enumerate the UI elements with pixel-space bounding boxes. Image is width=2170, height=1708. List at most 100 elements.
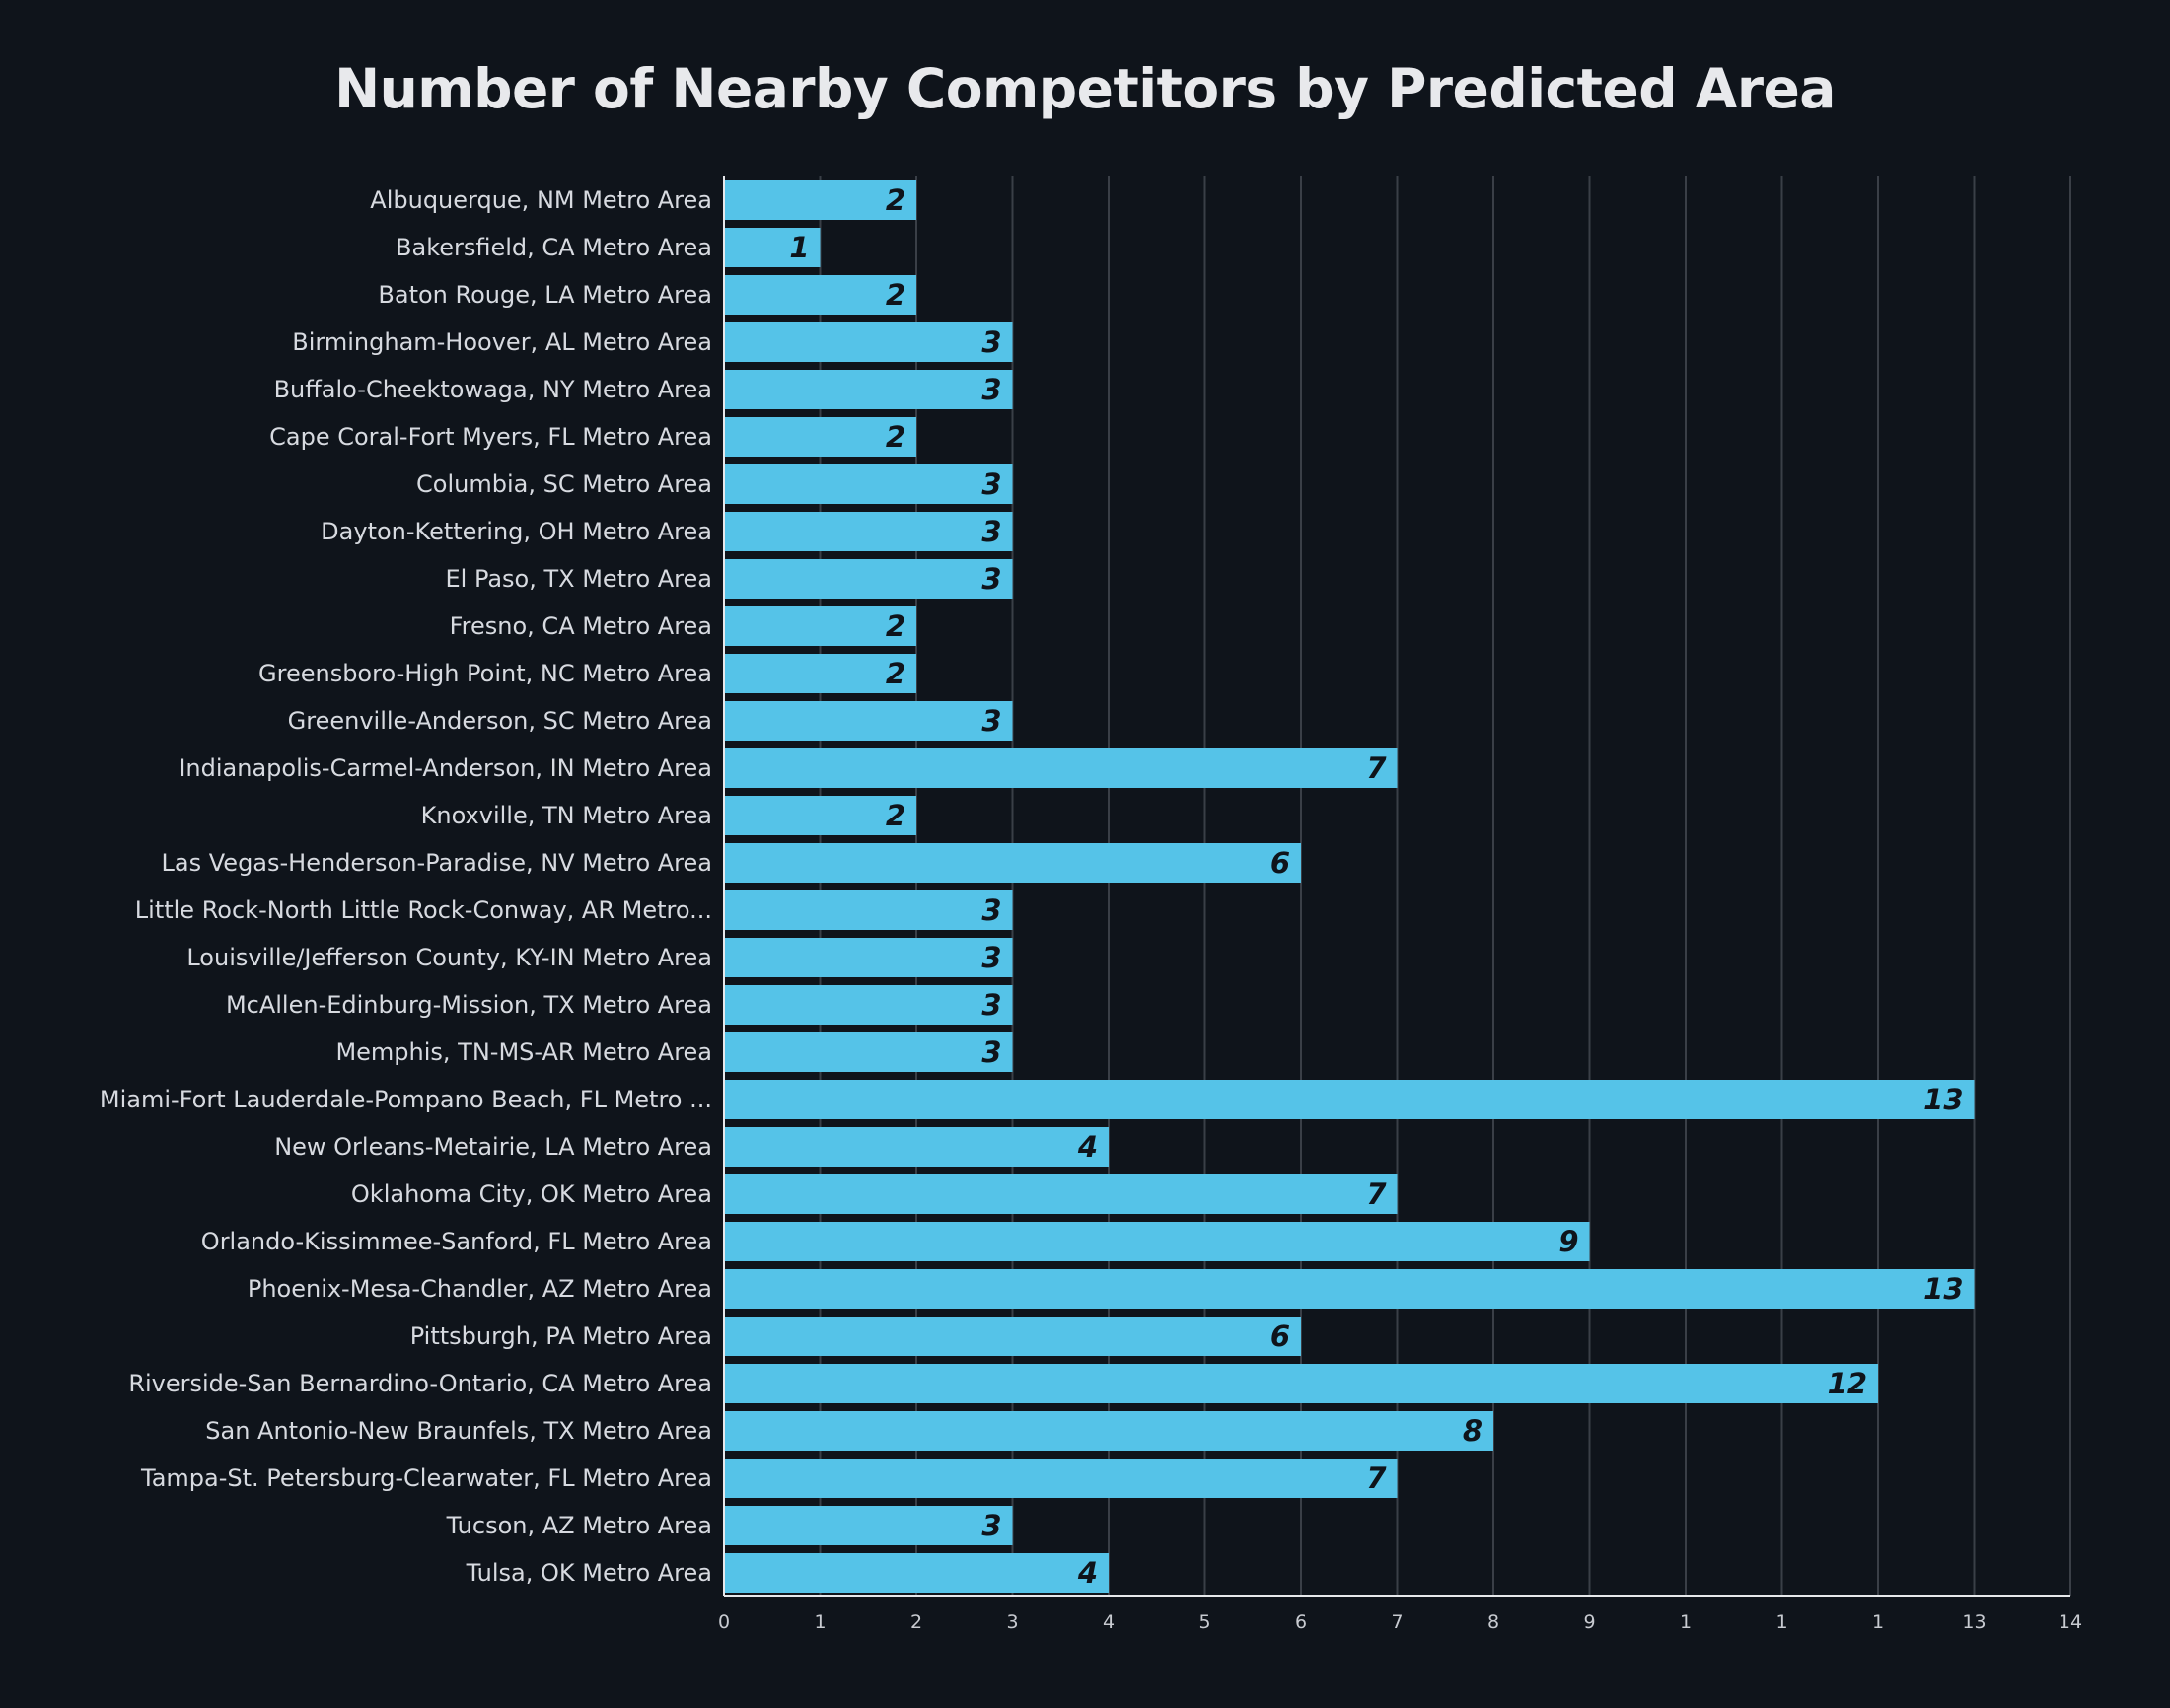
bar-value-label: 3: [981, 704, 1001, 738]
bar: [724, 275, 916, 315]
bar: [724, 1222, 1590, 1261]
category-label: Las Vegas-Henderson-Paradise, NV Metro A…: [162, 849, 712, 877]
bar-value-label: 2: [886, 183, 905, 217]
axes: [723, 176, 2070, 1597]
bar: [724, 1174, 1398, 1214]
category-label: New Orleans-Metairie, LA Metro Area: [274, 1133, 712, 1161]
bar-value-label: 7: [1366, 751, 1387, 785]
bar-value-label: 3: [981, 562, 1001, 596]
bar: [724, 985, 1013, 1025]
bar: [724, 1080, 1975, 1119]
bar-value-label: 2: [886, 657, 905, 690]
x-tick-label: 8: [1487, 1611, 1499, 1633]
bar: [724, 1411, 1493, 1451]
bar-value-label: 13: [1923, 1083, 1963, 1116]
category-labels: Albuquerque, NM Metro Area Bakersfield, C…: [100, 186, 712, 1587]
bar-value-label: 3: [981, 373, 1001, 406]
category-label: El Paso, TX Metro Area: [445, 565, 712, 593]
bar: [724, 1317, 1301, 1356]
category-label: Phoenix-Mesa-Chandler, AZ Metro Area: [248, 1275, 712, 1303]
bar-value-label: 3: [981, 988, 1001, 1022]
category-label: Knoxville, TN Metro Area: [421, 802, 712, 829]
category-label: Tampa-St. Petersburg-Clearwater, FL Metr…: [140, 1464, 712, 1492]
category-label: Miami-Fort Lauderdale-Pompano Beach, FL …: [100, 1086, 712, 1113]
x-tick-label: 1: [814, 1611, 826, 1633]
bar: [724, 180, 916, 220]
x-tick-label: 3: [1006, 1611, 1018, 1633]
x-tick-label: 4: [1103, 1611, 1115, 1633]
bar-value-label: 3: [981, 1509, 1001, 1542]
bar-value-label: 3: [981, 1035, 1001, 1069]
bar: [724, 322, 1013, 362]
bar-value-label: 3: [981, 467, 1001, 501]
bar: [724, 890, 1013, 930]
bar: [724, 1269, 1975, 1309]
bar: [724, 606, 916, 646]
bar-value-label: 3: [981, 325, 1001, 359]
x-tick-label: 5: [1198, 1611, 1210, 1633]
category-label: Louisville/Jefferson County, KY-IN Metro…: [186, 944, 712, 971]
x-tick-label: 1: [1680, 1611, 1692, 1633]
bar-value-label: 4: [1077, 1556, 1098, 1590]
x-tick-label: 14: [2059, 1611, 2082, 1633]
x-tick-label: 2: [910, 1611, 922, 1633]
bar-value-label: 2: [886, 278, 905, 312]
x-tick-label: 9: [1583, 1611, 1595, 1633]
category-label: Orlando-Kissimmee-Sanford, FL Metro Area: [201, 1228, 712, 1255]
category-label: Bakersfield, CA Metro Area: [396, 234, 712, 261]
x-tick-label: 7: [1391, 1611, 1403, 1633]
category-label: McAllen-Edinburg-Mission, TX Metro Area: [226, 991, 712, 1019]
bar: [724, 1506, 1013, 1545]
bar: [724, 559, 1013, 599]
bar: [724, 1127, 1109, 1167]
bar: [724, 796, 916, 835]
category-label: Albuquerque, NM Metro Area: [370, 186, 712, 214]
category-label: Dayton-Kettering, OH Metro Area: [321, 518, 712, 545]
x-tick-label: 13: [1962, 1611, 1986, 1633]
category-label: Fresno, CA Metro Area: [450, 612, 712, 640]
bar: [724, 1459, 1398, 1498]
bar-value-label: 6: [1270, 846, 1290, 880]
bar: [724, 654, 916, 693]
bar: [724, 748, 1398, 788]
bar: [724, 512, 1013, 551]
category-label: Cape Coral-Fort Myers, FL Metro Area: [269, 423, 712, 451]
bar-value-label: 6: [1270, 1319, 1290, 1353]
bar-value-label: 3: [981, 515, 1001, 548]
category-label: Columbia, SC Metro Area: [416, 470, 712, 498]
bar-value-label: 2: [886, 609, 905, 643]
bar-value-label: 1: [789, 231, 809, 264]
category-label: Pittsburgh, PA Metro Area: [410, 1322, 712, 1350]
bar: [724, 938, 1013, 977]
bar-value-label: 7: [1366, 1177, 1387, 1211]
bar-value-label: 3: [981, 893, 1001, 927]
bar-value-label: 8: [1463, 1414, 1483, 1448]
bar: [724, 701, 1013, 741]
bar: [724, 464, 1013, 504]
category-label: Greenville-Anderson, SC Metro Area: [288, 707, 712, 735]
bar-value-label: 4: [1077, 1130, 1098, 1164]
bar-value-label: 13: [1923, 1272, 1963, 1306]
bar: [724, 228, 821, 267]
x-tick-label: 0: [718, 1611, 730, 1633]
category-label: Buffalo-Cheektowaga, NY Metro Area: [274, 376, 712, 403]
bar-value-label: 12: [1828, 1367, 1867, 1400]
category-label: Greensboro-High Point, NC Metro Area: [258, 660, 712, 687]
category-label: Little Rock-North Little Rock-Conway, AR…: [135, 896, 712, 924]
category-label: San Antonio-New Braunfels, TX Metro Area: [205, 1417, 712, 1445]
bar-value-label: 2: [886, 799, 905, 832]
bar-value-label: 7: [1366, 1461, 1387, 1495]
bar-value-label: 9: [1558, 1225, 1578, 1258]
bar: [724, 1553, 1109, 1593]
category-label: Birmingham-Hoover, AL Metro Area: [292, 328, 712, 356]
chart-title: Number of Nearby Competitors by Predicte…: [334, 57, 1836, 120]
bar: [724, 843, 1301, 883]
category-label: Baton Rouge, LA Metro Area: [378, 281, 712, 309]
category-label: Memphis, TN-MS-AR Metro Area: [335, 1038, 712, 1066]
bar: [724, 1364, 1878, 1403]
category-label: Tucson, AZ Metro Area: [446, 1512, 712, 1539]
x-tick-label: 1: [1775, 1611, 1787, 1633]
